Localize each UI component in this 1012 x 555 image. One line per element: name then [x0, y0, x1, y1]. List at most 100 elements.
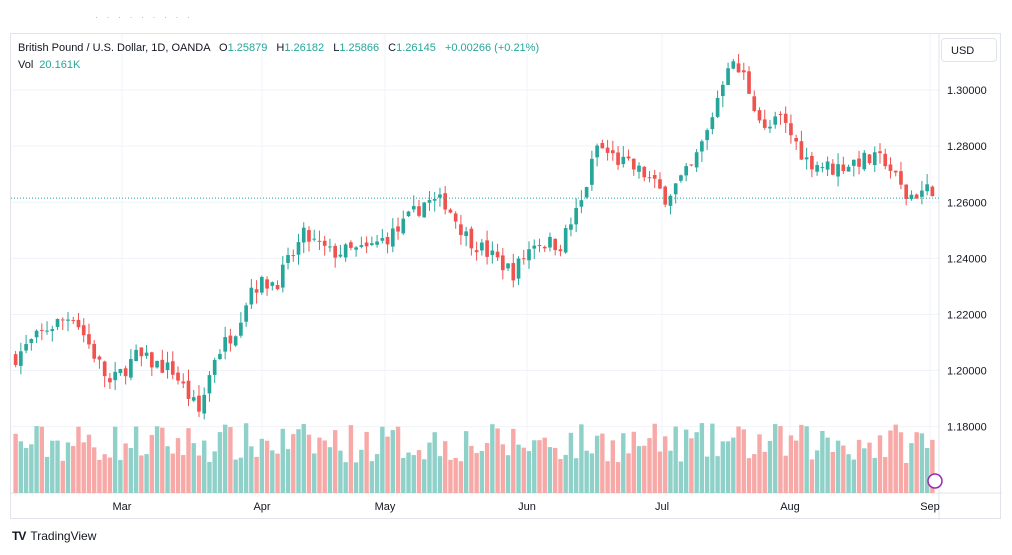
candle-body	[647, 177, 652, 179]
candle-body	[715, 97, 720, 117]
candle-body	[836, 164, 840, 177]
volume-bar	[877, 435, 883, 493]
candle-body	[532, 245, 537, 249]
high-value: 1.26182	[284, 42, 325, 54]
candle-body	[370, 243, 374, 246]
volume-bar	[338, 450, 343, 493]
price-tick-label: 1.24000	[947, 253, 987, 265]
chart-pane[interactable]: 1.18000 1.20000 1.22000 1.24000 1.26000 1.280…	[10, 33, 1002, 520]
volume-bar	[50, 440, 55, 493]
volume-bar	[364, 431, 369, 493]
volume-bar	[605, 461, 610, 493]
price-tick-label: 1.18000	[947, 422, 987, 434]
candle-body	[202, 394, 207, 414]
candle-body	[569, 224, 573, 230]
volume-bar	[65, 442, 71, 493]
volume-bar	[704, 456, 710, 493]
candle-body	[652, 175, 657, 179]
volume-bar	[715, 456, 720, 493]
volume-bar	[490, 424, 495, 493]
open-label: O	[219, 42, 228, 54]
volume-bar	[422, 459, 427, 493]
candle-body	[595, 145, 599, 158]
candle-body	[249, 287, 254, 305]
candle-body	[673, 183, 678, 195]
candle-body	[354, 247, 358, 250]
candle-body	[55, 319, 60, 327]
volume-bar	[615, 462, 621, 493]
candle-body	[396, 226, 400, 232]
candle-body	[511, 263, 516, 281]
candle-body	[862, 152, 867, 170]
volume-bar	[563, 454, 568, 493]
volume-bar	[731, 437, 736, 493]
volume-bar	[888, 430, 893, 493]
candle-body	[527, 249, 531, 261]
candle-body	[825, 161, 830, 170]
candle-body	[474, 250, 479, 253]
volume-bar	[835, 440, 841, 493]
candle-body	[307, 230, 311, 242]
candle-body	[605, 147, 610, 153]
candle-body	[333, 245, 338, 258]
volume-bar	[516, 444, 521, 493]
candle-body	[747, 71, 751, 94]
candle-body	[485, 240, 489, 257]
volume-bar	[746, 458, 752, 493]
candle-body	[658, 179, 662, 189]
symbol-title[interactable]: British Pound / U.S. Dollar, 1D, OANDA	[18, 42, 210, 54]
candle-body	[789, 123, 793, 136]
candle-body	[197, 395, 201, 412]
volume-bar	[332, 430, 338, 493]
candle-body	[191, 397, 196, 401]
candle-body	[600, 143, 605, 149]
volume-bar	[60, 460, 65, 493]
time-tick-label: May	[375, 501, 396, 513]
candle-body	[721, 84, 725, 97]
volume-bar	[820, 430, 825, 493]
candle-body	[516, 258, 521, 279]
volume-bar	[872, 457, 877, 493]
candle-body	[45, 330, 49, 332]
volume-bar	[841, 445, 846, 493]
tradingview-branding[interactable]: TV TradingView	[12, 529, 96, 543]
volume-bar	[851, 459, 857, 493]
candle-body	[846, 166, 851, 172]
candle-body	[186, 380, 191, 399]
volume-bar	[621, 433, 626, 493]
volume-bar	[736, 426, 741, 493]
volume-bar	[757, 434, 762, 493]
candle-body	[218, 353, 222, 360]
currency-button[interactable]: USD	[941, 38, 997, 62]
candle-body	[296, 242, 301, 255]
candle-body	[427, 200, 432, 203]
volume-bar	[437, 456, 443, 493]
candle-body	[741, 70, 746, 73]
volume-bar	[547, 447, 553, 493]
candle-body	[506, 263, 510, 269]
volume-bar	[762, 451, 767, 493]
volume-bar	[767, 440, 773, 493]
volume-bar	[846, 454, 851, 493]
candle-body	[71, 320, 76, 322]
low-value: 1.25866	[339, 42, 380, 54]
candle-body	[443, 193, 448, 210]
candle-body	[270, 282, 275, 286]
volume-label[interactable]: Vol	[18, 59, 34, 71]
volume-bar	[207, 461, 212, 493]
candle-body	[616, 152, 620, 165]
volume-bar	[752, 454, 757, 493]
volume-bar	[573, 458, 579, 493]
volume-bar	[793, 440, 799, 493]
candle-body	[521, 258, 526, 260]
volume-bar	[505, 455, 511, 493]
candle-body	[469, 228, 474, 249]
volume-bar	[427, 442, 432, 493]
close-label: C	[388, 42, 397, 54]
candle-body	[129, 358, 133, 378]
candle-body	[24, 344, 28, 351]
volume-bar	[584, 450, 589, 493]
volume-bar	[139, 455, 144, 493]
candle-body	[291, 255, 296, 257]
candlestick-chart[interactable]: 1.18000 1.20000 1.22000 1.24000 1.26000 1.280…	[11, 34, 1002, 520]
